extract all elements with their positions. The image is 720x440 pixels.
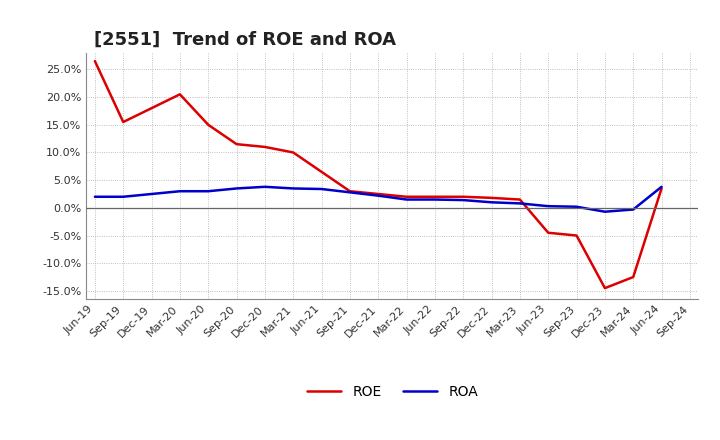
ROA [261,184,269,190]
ROA [459,198,467,203]
ROE [657,186,666,191]
Legend: ROE, ROA: ROE, ROA [307,385,478,399]
ROA [600,209,609,214]
ROE [431,194,439,199]
ROE [544,230,552,235]
ROE [176,92,184,97]
Line: ROE: ROE [95,61,662,288]
ROA [119,194,127,199]
ROA [318,187,326,192]
ROE [516,197,524,202]
ROA [204,189,212,194]
ROA [572,204,581,209]
ROA [487,200,496,205]
ROE [91,59,99,64]
ROE [289,150,297,155]
ROE [402,194,411,199]
ROA [289,186,297,191]
ROA [176,189,184,194]
ROE [487,195,496,201]
ROE [459,194,467,199]
ROE [374,191,382,197]
ROE [261,144,269,150]
ROA [657,184,666,190]
Text: [2551]  Trend of ROE and ROA: [2551] Trend of ROE and ROA [94,31,395,49]
ROE [346,189,354,194]
ROE [233,142,241,147]
Line: ROA: ROA [95,187,662,212]
ROE [629,275,637,280]
ROE [318,169,326,175]
ROA [233,186,241,191]
ROA [91,194,99,199]
ROA [402,197,411,202]
ROE [148,106,156,111]
ROE [119,119,127,125]
ROE [600,286,609,291]
ROA [544,204,552,209]
ROA [374,193,382,198]
ROA [629,207,637,212]
ROA [148,191,156,197]
ROA [431,197,439,202]
ROE [204,122,212,128]
ROA [516,201,524,206]
ROA [346,190,354,195]
ROE [572,233,581,238]
